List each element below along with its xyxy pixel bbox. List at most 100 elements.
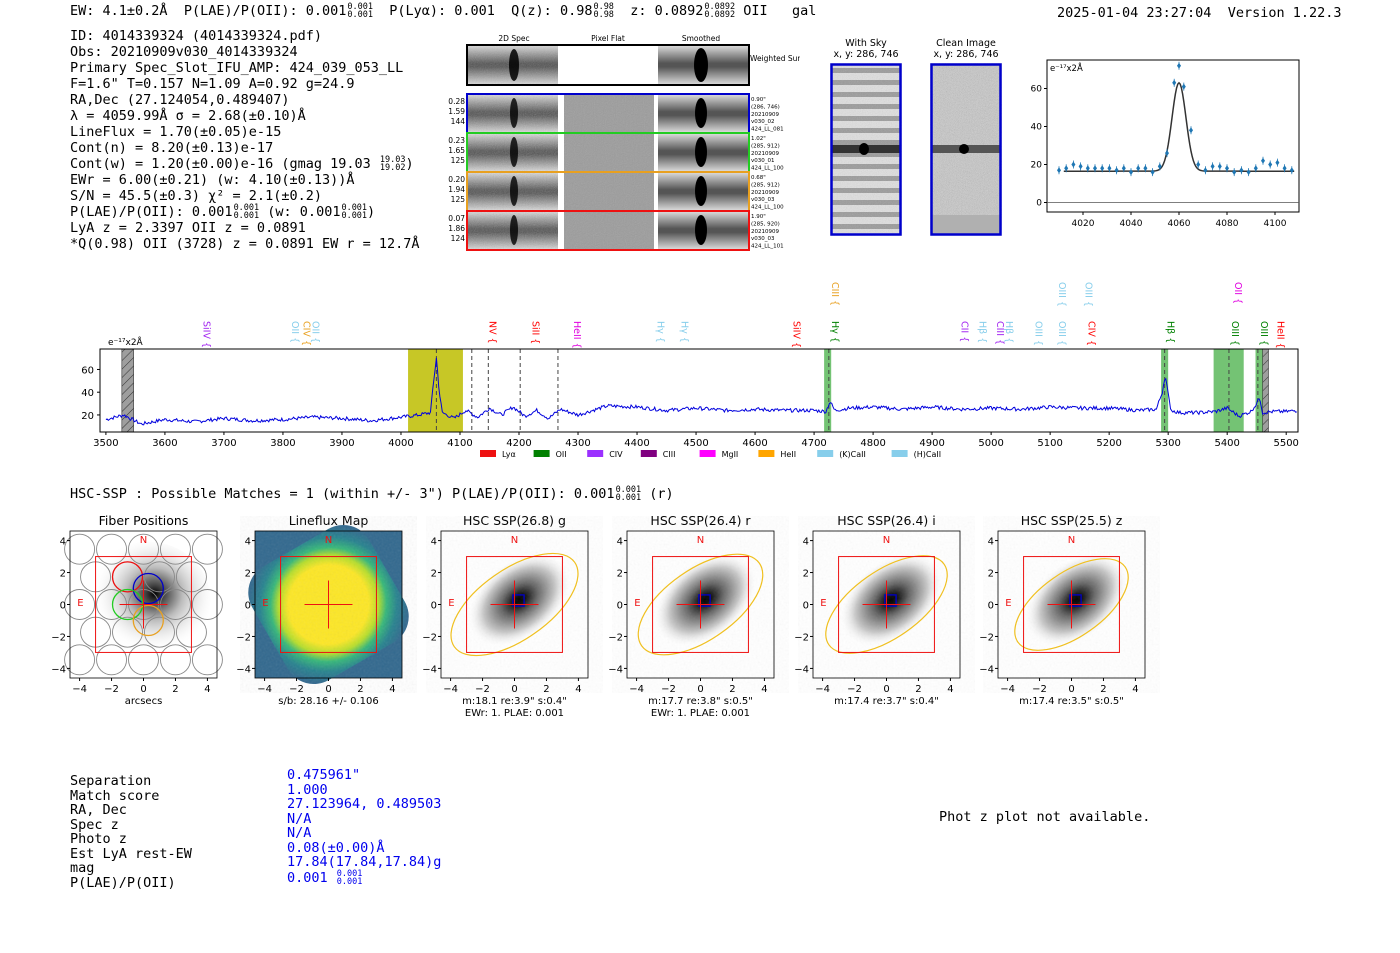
cutout-right-label: 424_LL_101 xyxy=(751,244,784,250)
header-plya: P(Lyα): 0.001 xyxy=(389,3,495,19)
line-fit-point xyxy=(1129,169,1133,176)
line-fit-point xyxy=(1225,165,1229,172)
line-fit-point xyxy=(1172,79,1177,86)
line-fit-point xyxy=(1093,165,1097,172)
spectrum-unit: e⁻¹⁷x2Å xyxy=(108,336,144,348)
east-label: E xyxy=(77,598,83,609)
spectrum-ytick-label: 60 xyxy=(81,365,94,376)
spectrum-xtick-label: 4000 xyxy=(388,438,413,449)
cutout-left-label: 125 xyxy=(451,195,466,204)
line-fit-point xyxy=(1157,163,1162,170)
detection-params: F=1.6" T=0.157 N=1.09 A=0.92 g=24.9 xyxy=(70,76,355,92)
line-fit-point xyxy=(1085,165,1090,172)
spectrum-line-label: HeII { xyxy=(571,321,582,349)
match-plae-frac: 0.001 0.001 xyxy=(336,868,363,887)
spectrum-xtick-label: 4600 xyxy=(742,438,767,449)
hsc-ytick-label: 0 xyxy=(431,601,437,612)
hsc-ytick-label: −2 xyxy=(794,632,809,643)
spectrum-line-label: OII { xyxy=(310,321,321,343)
hsc-xtick-label: −4 xyxy=(257,684,272,695)
hsc-ytick-label: −4 xyxy=(236,664,251,675)
hsc-summary: HSC-SSP : Possible Matches = 1 (within +… xyxy=(70,485,674,503)
spectrum-xtick-label: 4300 xyxy=(565,438,590,449)
hsc-panel-caption: s/b: 28.16 +/- 0.106 xyxy=(278,696,378,707)
hsc-xtick-label: −4 xyxy=(1000,684,1015,695)
line-fit-point xyxy=(1246,169,1251,176)
spectrum-band xyxy=(824,349,832,432)
hsc-ytick-label: −4 xyxy=(608,664,623,675)
detection-sn: S/N = 45.5(±0.3) χ² = 2.1(±0.2) xyxy=(70,188,322,204)
detection-plae: P(LAE)/P(OII): 0.001 0.001 0.001 (w: 0.001… xyxy=(70,203,376,221)
north-label: N xyxy=(697,535,704,546)
clean-image xyxy=(930,63,1002,236)
spectrum-line-label: OIII { xyxy=(1083,282,1094,307)
hsc-ytick-label: −2 xyxy=(51,632,66,643)
line-fit-ytick-label: 60 xyxy=(1031,85,1043,95)
hsc-ytick-label: 0 xyxy=(60,601,66,612)
spectrum-xtick-label: 3800 xyxy=(270,438,295,449)
north-label: N xyxy=(511,535,518,546)
hsc-panel-caption: m:17.4 re:3.5" s:0.5" xyxy=(1019,696,1124,707)
spectrum-line-label: HeII { xyxy=(1274,321,1285,349)
header-qz: Q(z): 0.98 xyxy=(511,3,593,19)
line-fit-ytick-label: 0 xyxy=(1036,199,1042,209)
hsc-ytick-label: 0 xyxy=(803,601,809,612)
line-fit-point xyxy=(1239,167,1244,174)
hsc-xtick-label: 0 xyxy=(697,684,703,695)
spectrum-line-label: CIII { xyxy=(829,282,840,306)
line-fit-ytick-label: 20 xyxy=(1031,161,1043,171)
spectrum-xtick-label: 3500 xyxy=(93,438,118,449)
legend-label: OII xyxy=(556,450,567,459)
hsc-ytick-label: −2 xyxy=(236,632,251,643)
line-fit-point xyxy=(1143,165,1148,172)
match-label: P(LAE)/P(OII) xyxy=(70,874,176,891)
match-value: 27.123964, 0.489503 xyxy=(287,796,442,812)
cutout-right-label: (285, 912) xyxy=(751,182,780,188)
match-label: Photo z xyxy=(70,831,127,847)
hsc-panel: HSC SSP(25.5) z N E 4 2 0 −2 −4 −4 −2 0 2 4 m:17.4 re… xyxy=(979,513,1146,707)
legend-swatch xyxy=(817,450,834,457)
spectrum-xtick-label: 4800 xyxy=(860,438,885,449)
cutout-left-label: 1.59 xyxy=(448,107,465,116)
cutout-right-label: 0.90" xyxy=(751,97,766,103)
east-label: E xyxy=(448,598,454,609)
legend-swatch xyxy=(758,450,775,457)
hsc-xtick-label: 0 xyxy=(883,684,889,695)
hsc-panel-caption: arcsecs xyxy=(125,696,163,707)
spectrum-line-label: SiII { xyxy=(530,321,541,344)
cutout-row-frame xyxy=(466,210,750,251)
spectrum-frame xyxy=(99,348,1299,433)
cutout-right-label: 424_LL_100 xyxy=(751,166,784,172)
legend-label: CIII xyxy=(663,450,676,459)
cutout-right-label: 20210909 xyxy=(751,229,779,235)
cutout-right-label: v030_01 xyxy=(751,158,775,164)
legend-label: CIV xyxy=(609,450,623,459)
cutout-left-label: 0.07 xyxy=(448,214,465,223)
line-fit-point xyxy=(1189,127,1193,134)
hsc-xtick-label: 2 xyxy=(915,684,921,695)
hsc-ytick-label: −2 xyxy=(608,632,623,643)
cutout-right-label: 424_LL_100 xyxy=(751,205,784,211)
header-plae: P(LAE)/P(OII): 0.001 xyxy=(183,3,347,19)
hsc-fiber-box xyxy=(1069,594,1082,607)
hsc-ytick-label: 0 xyxy=(988,601,994,612)
hsc-panel-caption: EWr: 1. PLAE: 0.001 xyxy=(651,708,750,719)
cutout-left-label: 1.86 xyxy=(448,224,465,233)
hsc-xtick-label: 2 xyxy=(543,684,549,695)
spectrum-masked-region xyxy=(1262,348,1269,433)
spectrum-line-label: OIII { xyxy=(1032,321,1043,346)
hsc-xtick-label: 0 xyxy=(140,684,146,695)
fiber-circle xyxy=(160,644,191,676)
line-fit-point xyxy=(1150,169,1155,176)
hsc-ytick-label: −4 xyxy=(979,664,994,675)
north-label: N xyxy=(140,535,147,546)
line-fit-point xyxy=(1107,165,1112,172)
search-box xyxy=(95,556,192,653)
spectrum-line-label: Hβ { xyxy=(1003,321,1014,343)
fiber-circle xyxy=(144,616,175,648)
hsc-xtick-label: 0 xyxy=(325,684,331,695)
detection-obs: Obs: 20210909v030_4014339324 xyxy=(70,44,298,60)
hsc-panels: Fiber Positions N E 4 2 0 −2 −4 −4 −2 0 2 4 arcsecs Li… xyxy=(51,513,1146,719)
